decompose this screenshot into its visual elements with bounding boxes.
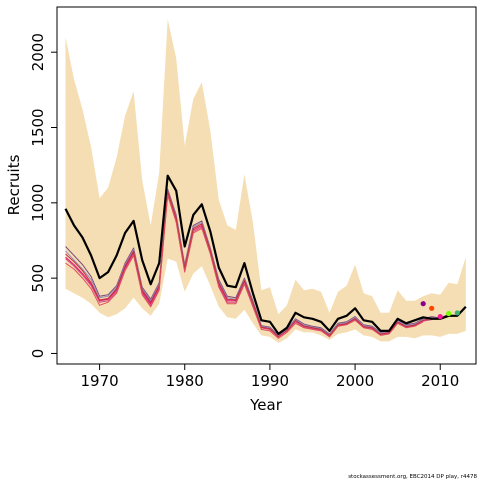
retro-series-line-5 (65, 191, 449, 338)
retro-endpoint-2010 (437, 314, 443, 320)
x-tick-label-1990: 1990 (251, 372, 289, 390)
y-tick-label-0: 0 (29, 349, 47, 359)
y-tick-label-1500: 1500 (29, 108, 47, 146)
y-tick-label-2000: 2000 (29, 33, 47, 71)
y-axis: 0 500 1000 1500 2000 (29, 33, 58, 359)
x-tick-label-1970: 1970 (80, 372, 118, 390)
retro-series-line-6 (65, 194, 424, 339)
footer-credit: stockassessment.org, EBC2014 DP play, r4… (348, 474, 477, 480)
x-tick-label-2010: 2010 (421, 372, 459, 390)
x-tick-label-1980: 1980 (166, 372, 204, 390)
confidence-band (65, 19, 466, 343)
x-tick-label-2000: 2000 (336, 372, 374, 390)
x-axis-title: Year (249, 396, 283, 414)
retro-endpoint-2008 (420, 301, 426, 307)
retro-endpoint-2012 (454, 310, 460, 316)
main-series-line (64, 174, 467, 335)
plot-area (64, 19, 467, 343)
y-tick-label-1000: 1000 (29, 184, 47, 222)
x-axis: 1970 1980 1990 2000 2010 (80, 363, 459, 390)
retro-endpoint-2009 (429, 305, 435, 311)
retro-endpoint-2011 (446, 310, 452, 317)
y-axis-title: Recruits (5, 154, 23, 215)
y-tick-label-500: 500 (29, 264, 47, 293)
retro-series-line-2 (65, 193, 432, 338)
